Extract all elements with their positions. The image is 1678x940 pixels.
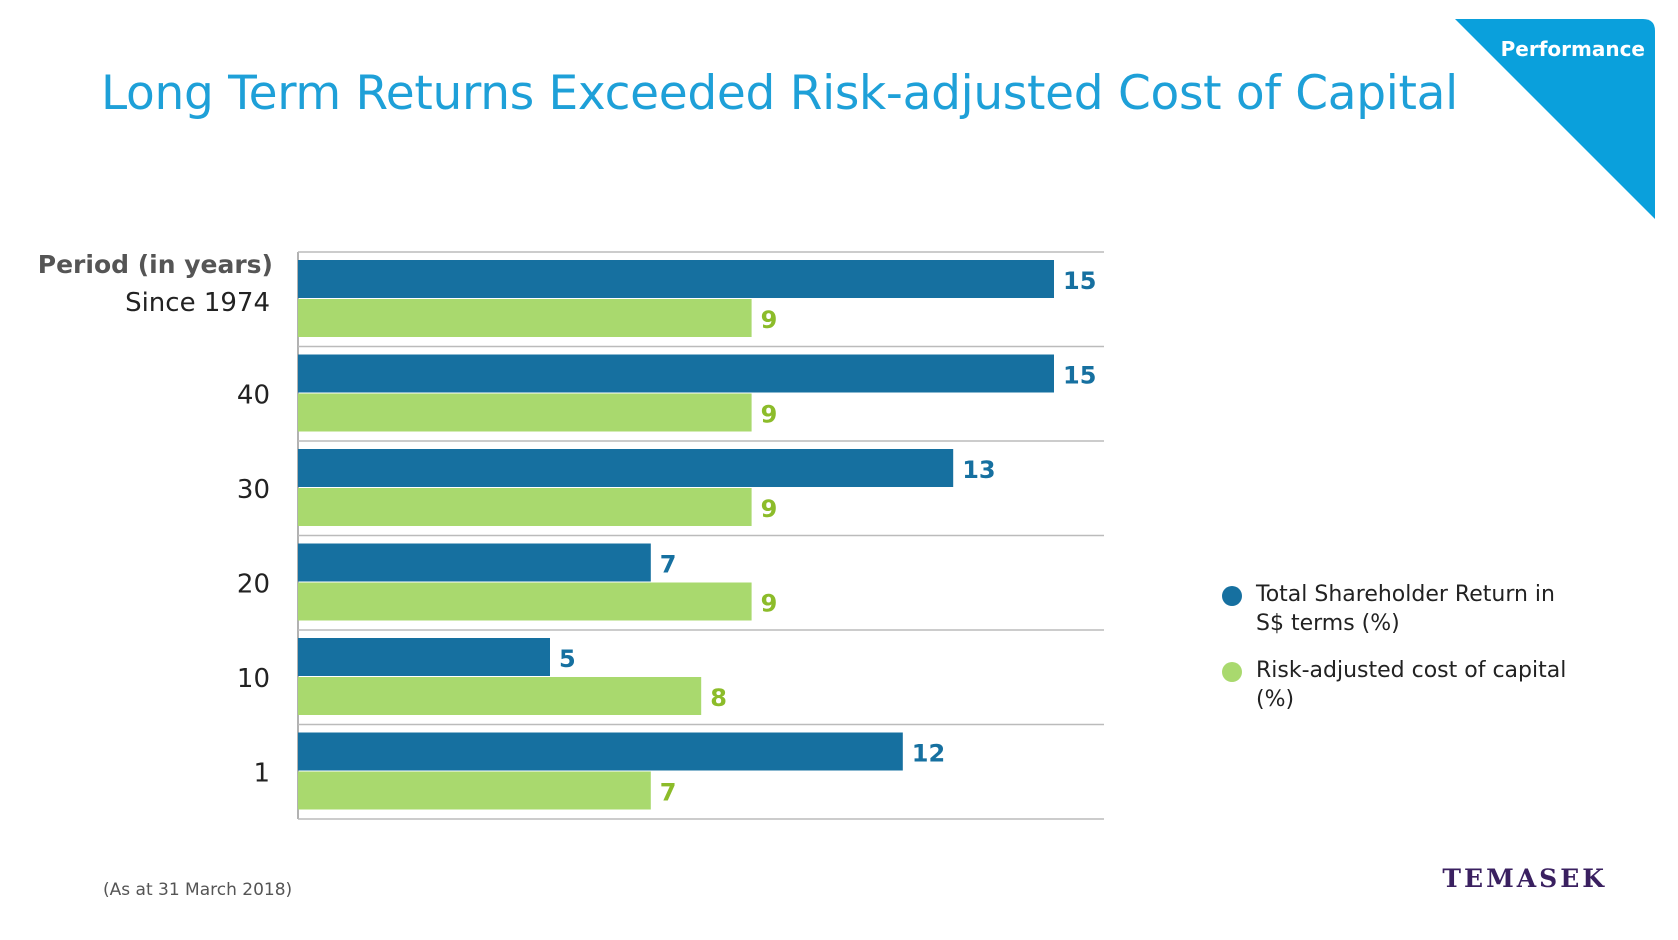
bar-cost bbox=[298, 299, 752, 337]
bar-tsr bbox=[298, 354, 1054, 393]
legend-swatch-cost bbox=[1222, 662, 1242, 682]
data-label-cost: 9 bbox=[761, 401, 778, 429]
chart-legend: Total Shareholder Return in S$ terms (%)… bbox=[1222, 580, 1586, 732]
bar-tsr bbox=[298, 732, 903, 771]
legend-label-tsr: Total Shareholder Return in S$ terms (%) bbox=[1256, 582, 1555, 636]
category-header: Period (in years) bbox=[38, 250, 273, 279]
data-label-tsr: 12 bbox=[912, 740, 945, 768]
bar-cost bbox=[298, 488, 752, 526]
data-label-cost: 9 bbox=[761, 495, 778, 523]
bar-cost bbox=[298, 582, 752, 621]
data-label-tsr: 7 bbox=[660, 551, 677, 579]
brand-logo: TEMASEK bbox=[1442, 864, 1607, 893]
section-label: Performance bbox=[1500, 37, 1645, 61]
legend-swatch-tsr bbox=[1222, 586, 1242, 606]
bar-tsr bbox=[298, 638, 550, 676]
legend-item-tsr: Total Shareholder Return in S$ terms (%) bbox=[1222, 580, 1586, 638]
data-label-tsr: 5 bbox=[559, 645, 576, 673]
category-label: 1 bbox=[253, 759, 270, 789]
data-label-tsr: 13 bbox=[962, 456, 995, 484]
footnote: (As at 31 March 2018) bbox=[103, 880, 293, 900]
bar-cost bbox=[298, 393, 752, 432]
data-label-cost: 7 bbox=[660, 779, 677, 807]
legend-label-cost: Risk-adjusted cost of capital (%) bbox=[1256, 658, 1567, 712]
corner-triangle-shape bbox=[1455, 19, 1655, 219]
bar-cost bbox=[298, 771, 651, 810]
data-label-cost: 8 bbox=[710, 684, 727, 712]
category-label: 40 bbox=[237, 381, 270, 411]
data-label-tsr: 15 bbox=[1063, 362, 1096, 390]
bar-tsr bbox=[298, 449, 954, 487]
data-label-cost: 9 bbox=[761, 306, 778, 334]
legend-item-cost: Risk-adjusted cost of capital (%) bbox=[1222, 656, 1586, 714]
bar-tsr bbox=[298, 260, 1054, 298]
data-label-cost: 9 bbox=[761, 590, 778, 618]
category-label: 30 bbox=[237, 475, 270, 505]
data-label-tsr: 15 bbox=[1063, 267, 1096, 295]
section-corner-tab bbox=[1455, 19, 1655, 223]
category-label: 10 bbox=[237, 664, 270, 694]
page-title: Long Term Returns Exceeded Risk-adjusted… bbox=[101, 66, 1458, 121]
category-label: 20 bbox=[237, 570, 270, 600]
category-label: Since 1974 bbox=[125, 288, 270, 318]
bar-tsr bbox=[298, 543, 651, 582]
bar-cost bbox=[298, 677, 702, 715]
